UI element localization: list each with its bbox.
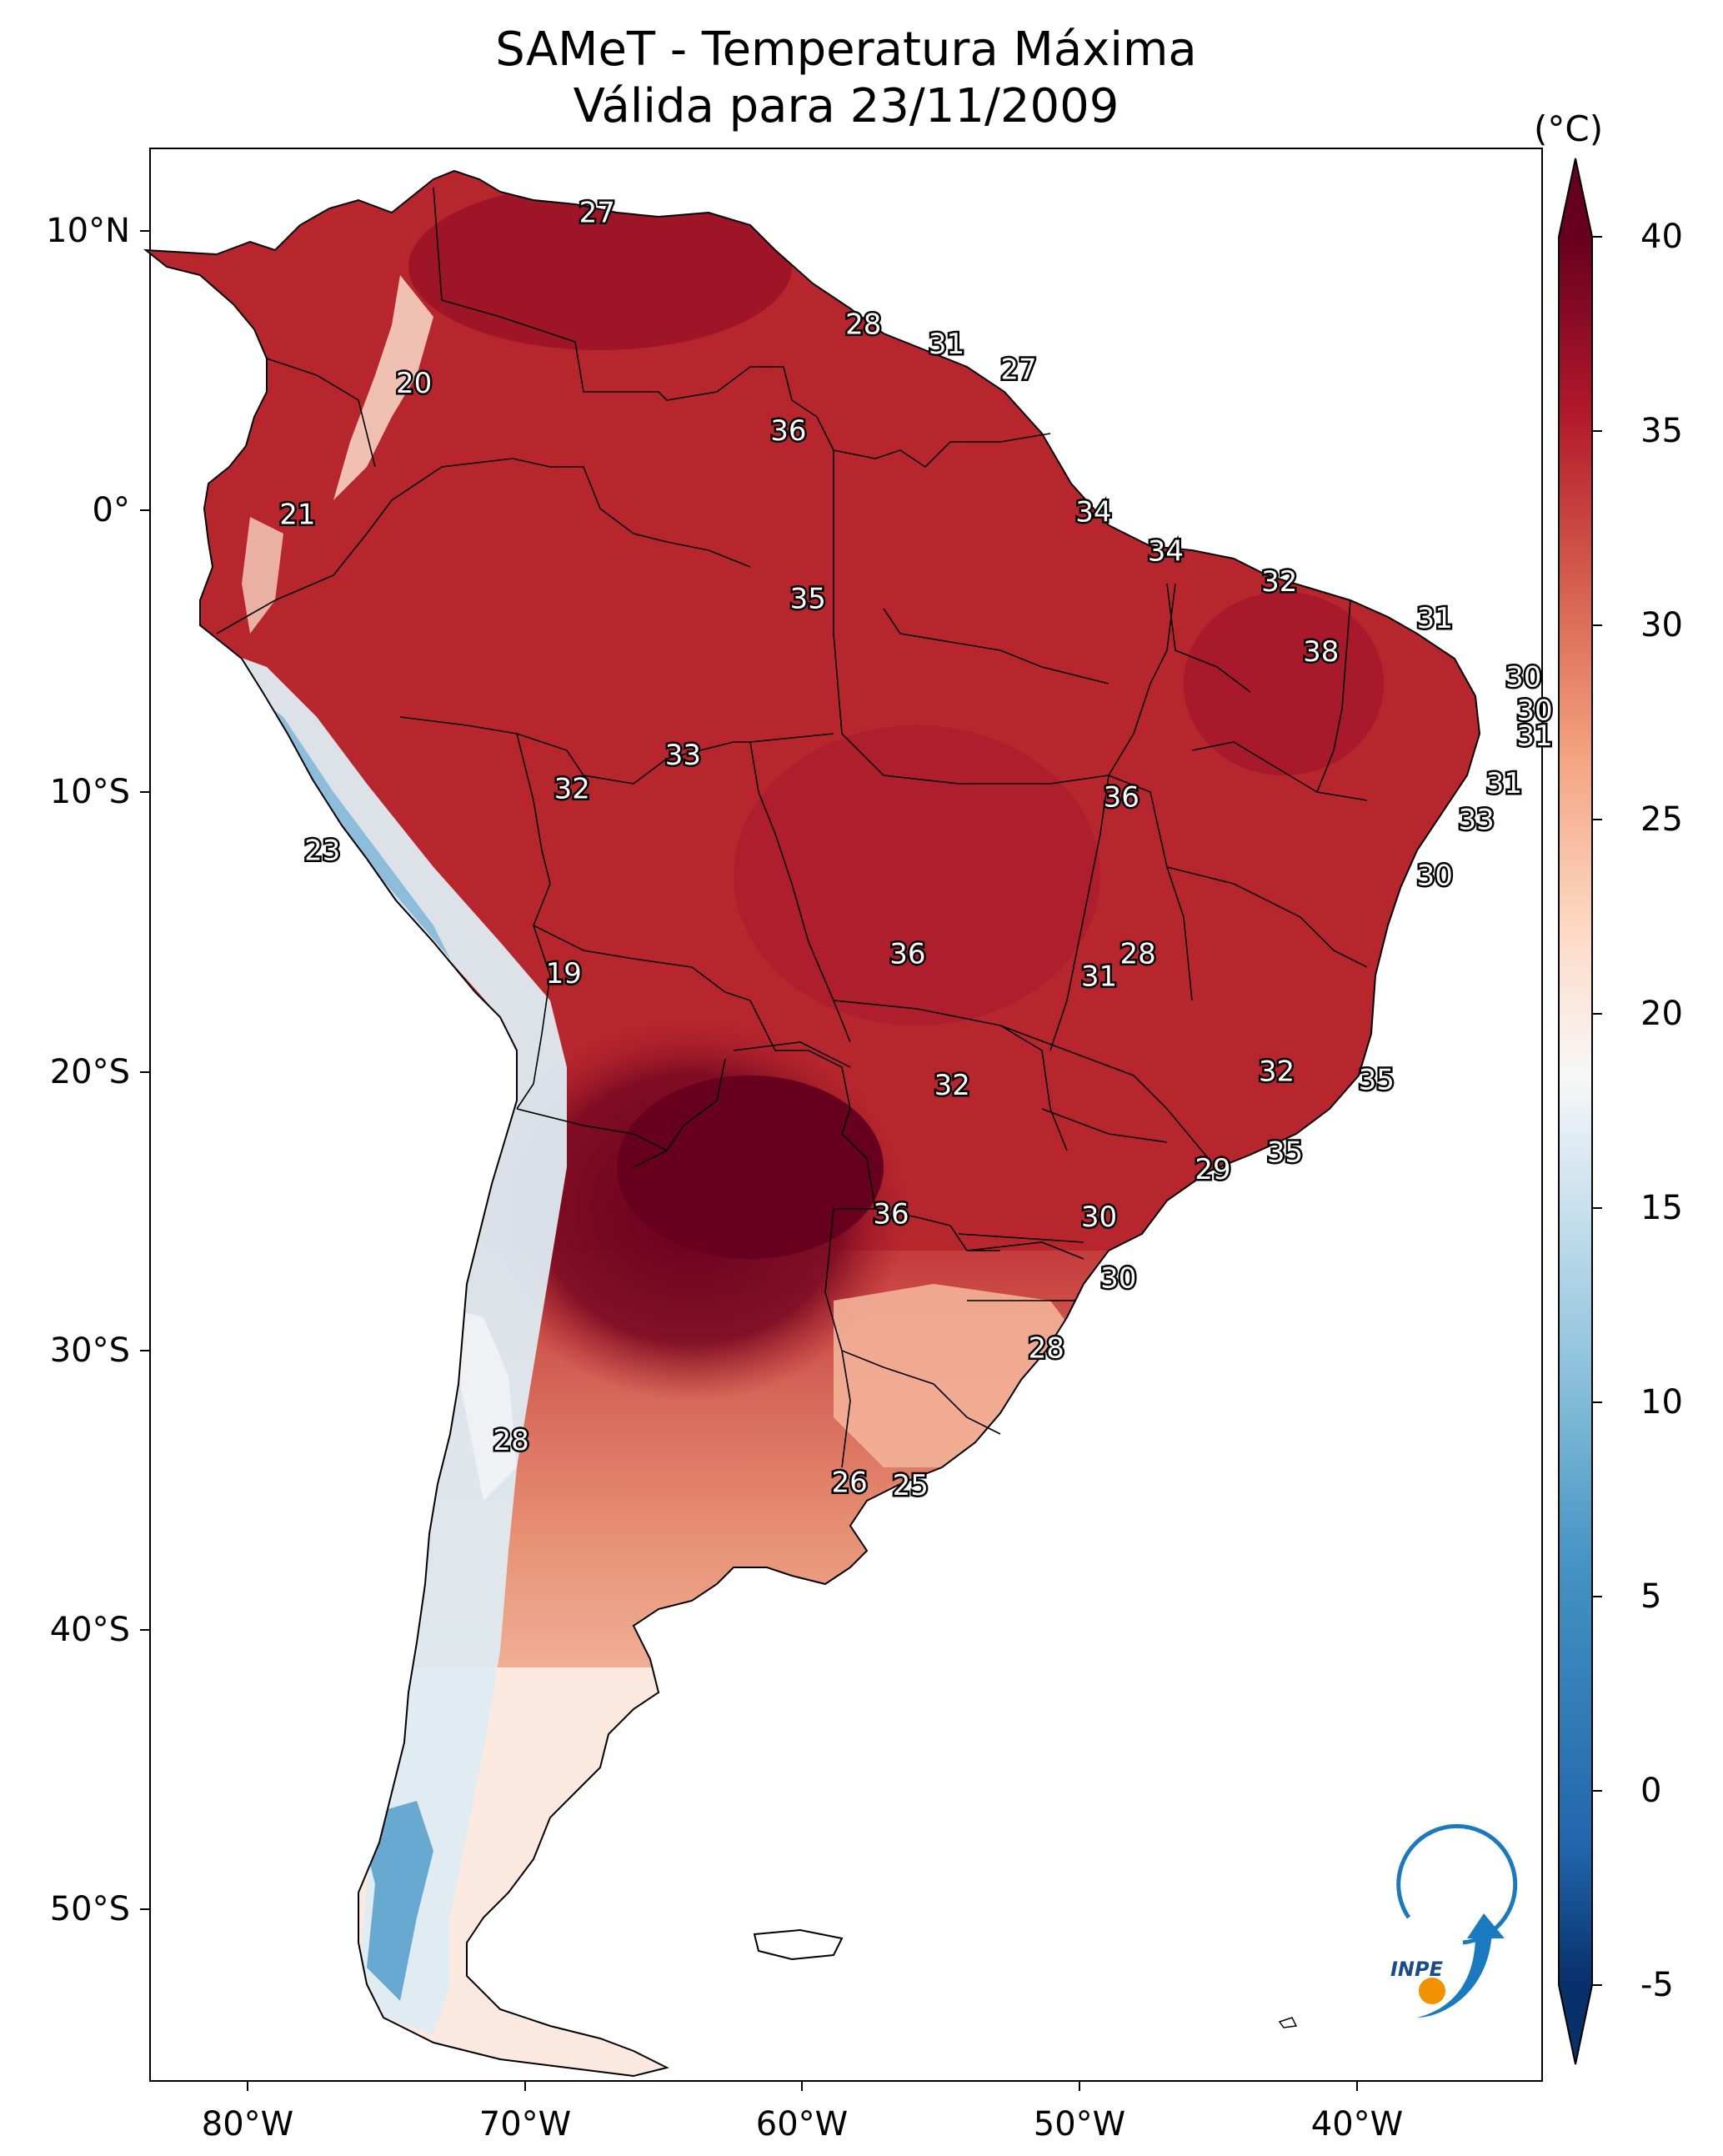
contour-label: 36 xyxy=(1104,781,1139,815)
contour-label: 27 xyxy=(579,196,615,229)
contour-label: 25 xyxy=(893,1469,929,1502)
contour-label: 23 xyxy=(304,834,340,867)
colorbar-tick: 0 xyxy=(1640,1772,1662,1810)
colorbar-tick: 40 xyxy=(1640,218,1683,256)
x-tick-label: 70°W xyxy=(478,2105,572,2143)
contour-label: 36 xyxy=(889,937,925,970)
contour-label: 33 xyxy=(665,739,701,772)
contour-label: 28 xyxy=(845,308,881,342)
x-tick-label: 60°W xyxy=(755,2105,849,2143)
contour-label: 20 xyxy=(396,367,432,400)
y-tick-label: 10°N xyxy=(46,212,130,250)
colorbar-top-extension xyxy=(1559,158,1592,237)
contour-label: 34 xyxy=(1075,495,1111,529)
coastline xyxy=(143,169,1481,2078)
contour-label: 33 xyxy=(1458,803,1494,836)
y-tick-label: 40°S xyxy=(49,1611,130,1649)
contour-label: 31 xyxy=(1081,960,1117,993)
contour-label: 31 xyxy=(1417,602,1453,635)
contour-label: 29 xyxy=(1195,1153,1230,1186)
contour-label: 36 xyxy=(770,414,806,448)
y-tick-label: 50°S xyxy=(49,1890,130,1928)
colorbar-tick: 15 xyxy=(1640,1189,1683,1227)
contour-label: 28 xyxy=(1119,937,1155,970)
contour-label: 26 xyxy=(831,1467,867,1500)
y-tick-label: 30°S xyxy=(49,1331,130,1370)
contour-label: 31 xyxy=(1486,767,1522,800)
contour-label: 21 xyxy=(279,499,315,532)
contour-label: 30 xyxy=(1516,694,1552,728)
contour-label: 31 xyxy=(1516,720,1552,753)
contour-label: 19 xyxy=(546,957,582,990)
logo-sun-icon xyxy=(1419,1978,1445,2004)
contour-label: 30 xyxy=(1417,860,1453,893)
x-tick-label: 50°W xyxy=(1033,2105,1126,2143)
colorbar-tick: 30 xyxy=(1640,606,1683,644)
colorbar-tick: 20 xyxy=(1640,995,1683,1033)
contour-label: 31 xyxy=(929,328,964,361)
colorbar-body xyxy=(1559,237,1592,1985)
contour-label: 27 xyxy=(1000,353,1036,386)
chart-title-line2: Válida para 23/11/2009 xyxy=(573,79,1119,133)
y-tick-label: 20°S xyxy=(49,1053,130,1091)
inpe-logo: INPE xyxy=(1390,1823,1518,2018)
y-tick-label: 10°S xyxy=(49,773,130,811)
chart-title-line1: SAMeT - Temperatura Máxima xyxy=(495,23,1197,77)
y-tick-label: 0° xyxy=(92,491,130,529)
colorbar-bottom-extension xyxy=(1559,1985,1592,2064)
contour-label: 35 xyxy=(790,582,826,615)
contour-label: 32 xyxy=(1259,1055,1295,1088)
contour-label: 28 xyxy=(1029,1332,1064,1366)
contour-label: 30 xyxy=(1081,1201,1117,1234)
island-small xyxy=(1278,2017,1298,2028)
axis-tick-marks xyxy=(140,230,1358,2091)
contour-label: 28 xyxy=(493,1424,528,1457)
contour-label: 34 xyxy=(1148,534,1184,568)
colorbar xyxy=(1558,158,1602,2065)
contour-label: 35 xyxy=(1359,1063,1395,1096)
contour-label: 32 xyxy=(554,773,590,806)
colorbar-unit: (°C) xyxy=(1534,108,1604,149)
x-tick-label: 40°W xyxy=(1310,2105,1404,2143)
contour-label: 32 xyxy=(1261,565,1297,599)
contour-label: 30 xyxy=(1505,660,1541,694)
logo-arrow-icon xyxy=(1467,1913,1505,1938)
falkland-islands xyxy=(753,1928,844,1961)
colorbar-tick: 25 xyxy=(1640,800,1683,839)
logo-text: INPE xyxy=(1390,1958,1444,1981)
logo-orbit xyxy=(1396,1823,1518,1945)
colorbar-tick: -5 xyxy=(1640,1966,1674,2004)
contour-label: 32 xyxy=(934,1069,970,1102)
contour-label: 35 xyxy=(1267,1136,1303,1170)
colorbar-tick: 5 xyxy=(1640,1577,1662,1616)
contour-label: 36 xyxy=(873,1198,909,1231)
contour-label: 38 xyxy=(1303,635,1339,669)
x-tick-label: 80°W xyxy=(201,2105,294,2143)
contour-label: 30 xyxy=(1100,1262,1136,1296)
colorbar-tick: 35 xyxy=(1640,412,1683,450)
political-borders xyxy=(216,187,1368,1468)
colorbar-tick: 10 xyxy=(1640,1383,1683,1421)
